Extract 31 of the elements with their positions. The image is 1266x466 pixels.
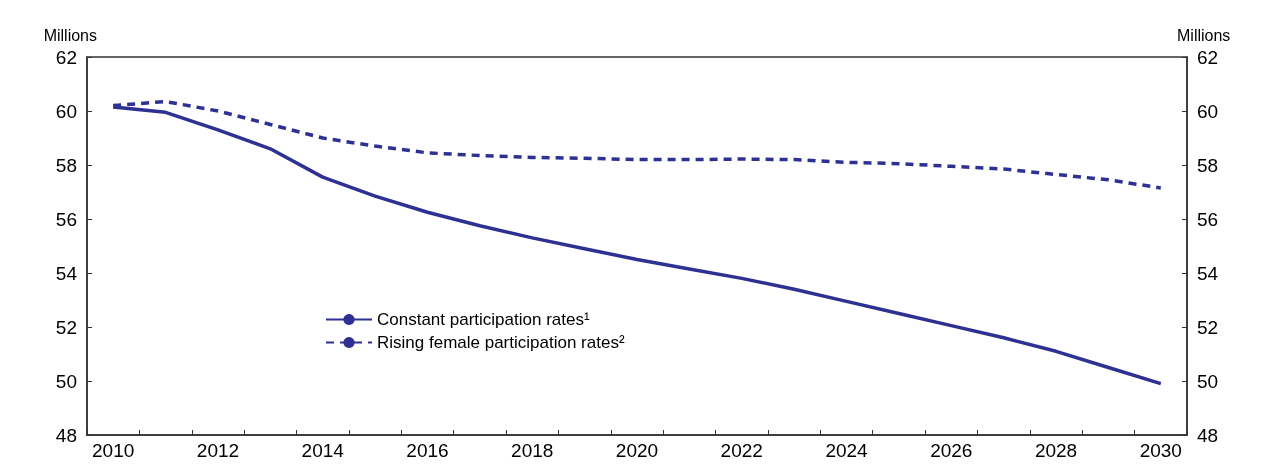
y2-tick-label: 60: [1197, 100, 1219, 122]
y2-axis-title: Millions: [1177, 26, 1231, 44]
y-tick-label: 60: [55, 100, 77, 122]
y2-tick-label: 58: [1197, 154, 1219, 176]
y-axis-title: Millions: [43, 26, 97, 44]
y2-tick-label: 48: [1197, 424, 1219, 446]
x-tick-label: 2022: [720, 440, 763, 461]
y-tick-label: 52: [55, 316, 77, 338]
y-tick-label: 50: [55, 370, 77, 392]
x-tick-label: 2016: [406, 440, 449, 461]
y2-tick-label: 54: [1197, 262, 1219, 284]
x-tick-label: 2010: [92, 440, 135, 461]
y-tick-label: 48: [55, 424, 77, 446]
x-tick-label: 2024: [825, 440, 869, 461]
x-tick-label: 2030: [1139, 440, 1182, 461]
legend-label: Constant participation rates¹: [377, 310, 590, 329]
y2-tick-label: 52: [1197, 316, 1219, 338]
x-tick-label: 2028: [1034, 440, 1078, 461]
y-tick-label: 62: [55, 46, 77, 68]
x-tick-label: 2014: [301, 440, 345, 461]
y-tick-label: 58: [55, 154, 77, 176]
x-tick-label: 2026: [930, 440, 973, 461]
legend-label: Rising female participation rates²: [377, 333, 625, 352]
x-tick-label: 2020: [615, 440, 659, 461]
y-tick-label: 54: [55, 262, 78, 284]
x-tick-label: 2018: [511, 440, 554, 461]
x-tick-label: 2012: [196, 440, 240, 461]
y2-tick-label: 62: [1197, 46, 1219, 68]
y2-tick-label: 50: [1197, 370, 1219, 392]
y-tick-label: 56: [55, 208, 77, 230]
y2-tick-label: 56: [1197, 208, 1219, 230]
